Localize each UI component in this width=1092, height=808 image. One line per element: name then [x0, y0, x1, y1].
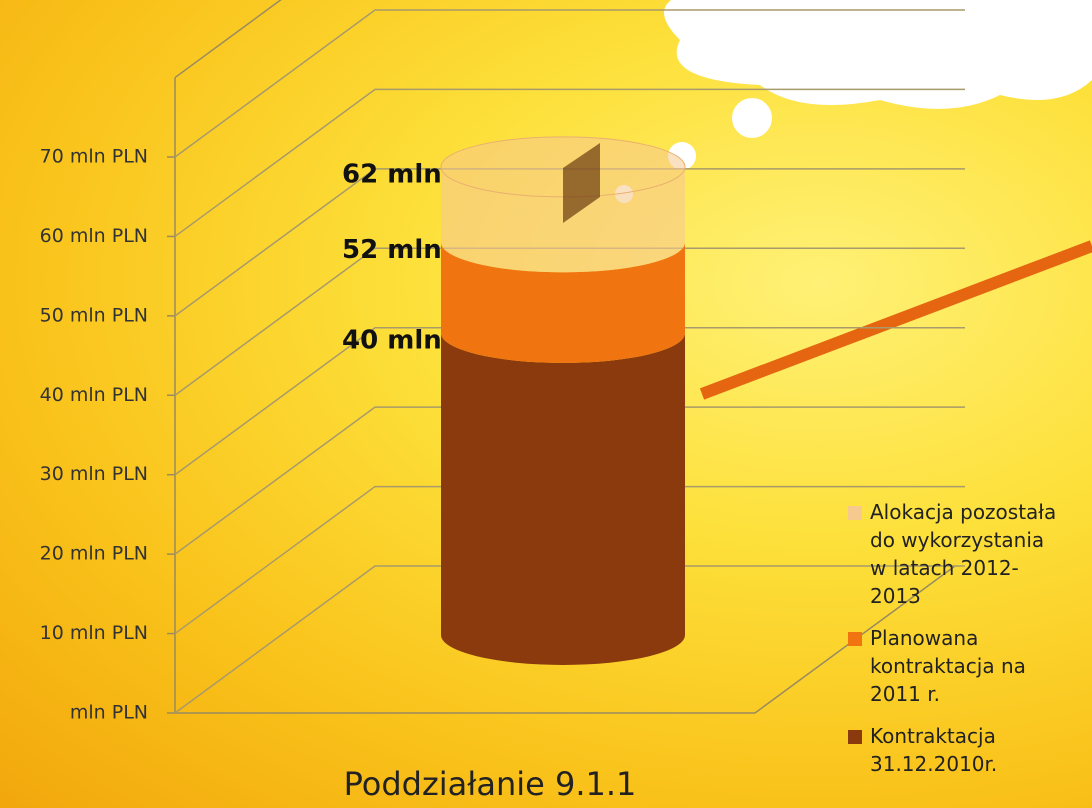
y-tick-label: 40 mln PLN [40, 384, 148, 406]
y-tick-label: 70 mln PLN [40, 146, 148, 168]
legend-swatch [848, 506, 862, 520]
legend: Alokacja pozostała do wykorzystania w la… [846, 498, 1086, 792]
total-label: 62 mln [342, 159, 442, 189]
cloud [664, 0, 1092, 109]
total-label: 40 mln [342, 326, 442, 356]
legend-label: Planowana kontraktacja na 2011 r. [870, 626, 1026, 706]
cylinder-segment [441, 333, 685, 665]
legend-swatch [848, 730, 862, 744]
legend-label: Alokacja pozostała do wykorzystania w la… [870, 500, 1056, 608]
y-tick-label: 50 mln PLN [40, 304, 148, 326]
y-tick-label: 60 mln PLN [40, 225, 148, 247]
total-label: 52 mln [342, 235, 442, 265]
pointer-line [702, 246, 1092, 394]
y-tick-label: 10 mln PLN [40, 622, 148, 644]
decoration [615, 0, 1092, 394]
back-diagonal [175, 0, 375, 78]
y-tick-label: 30 mln PLN [40, 463, 148, 485]
legend-entry: Alokacja pozostała do wykorzystania w la… [846, 498, 1060, 610]
legend-swatch [848, 632, 862, 646]
legend-label: Kontraktacja 31.12.2010r. [870, 724, 997, 776]
cloud-bubble [732, 98, 772, 138]
y-tick-label: mln PLN [70, 702, 148, 724]
chart-title: Poddziałanie 9.1.1 [344, 765, 637, 803]
y-tick-label: 20 mln PLN [40, 543, 148, 565]
legend-entry: Planowana kontraktacja na 2011 r. [846, 624, 1060, 708]
page: {"chart_data": {"type": "stacked-cylinde… [0, 0, 1092, 808]
legend-entry: Kontraktacja 31.12.2010r. [846, 722, 1060, 778]
